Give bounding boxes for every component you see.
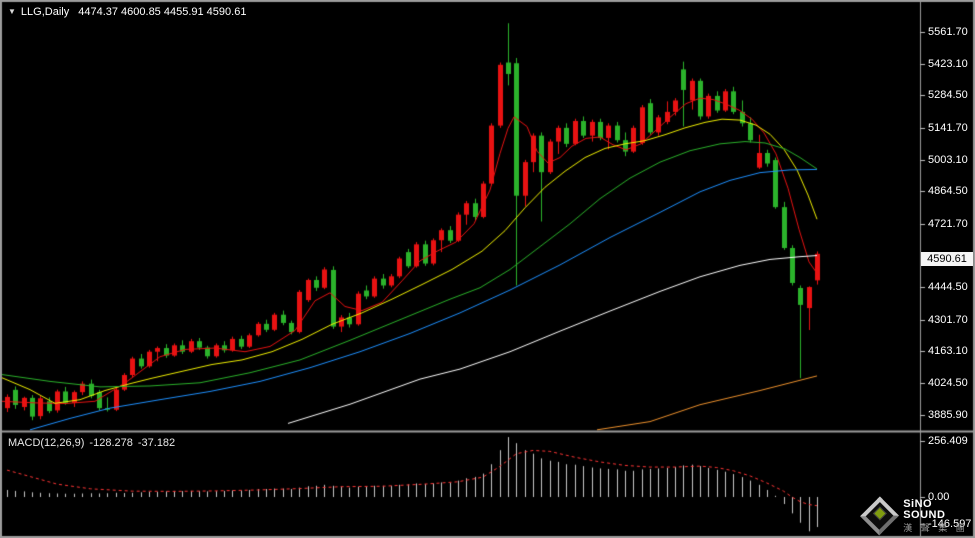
logo-diamond-icon	[860, 496, 900, 536]
logo-subtitle: 漢 聲 集 團	[903, 522, 968, 533]
macd-axis-label: 0.00	[928, 491, 950, 503]
sino-sound-logo: SiNO SOUND 漢 聲 集 團	[860, 496, 975, 536]
current-price-box: 4590.61	[921, 251, 973, 266]
price-axis-label: 5561.70	[928, 26, 968, 38]
macd-name: MACD(12,26,9)	[8, 437, 85, 449]
macd-signal-value: -37.182	[137, 437, 176, 449]
price-axis-label: 5003.10	[928, 153, 968, 166]
macd-axis-label: -146.597	[928, 518, 972, 530]
price-axis-label: 5141.70	[928, 121, 968, 134]
price-axis-label: 5423.10	[928, 57, 968, 70]
symbol-timeframe-label: LLG,Daily	[20, 6, 70, 18]
price-axis-label: 3885.90	[928, 408, 968, 421]
chevron-down-icon: ▼	[8, 7, 16, 16]
price-axis-label: 4721.70	[928, 217, 968, 230]
price-axis-label: 4163.10	[928, 345, 968, 358]
macd-indicator-label: MACD(12,26,9) -128.278 -37.182	[8, 437, 180, 449]
price-axis-label: 4024.50	[928, 377, 968, 390]
price-axis-label: 4864.50	[928, 185, 968, 198]
price-axis-label: 4444.50	[928, 281, 968, 294]
macd-value: -128.278	[89, 437, 133, 449]
price-axis-label: 4301.70	[928, 313, 968, 326]
price-axis-label: 5284.50	[928, 89, 968, 102]
macd-axis-label: 256.409	[928, 435, 968, 447]
ohlc-values: 4474.37 4600.85 4455.91 4590.61	[78, 6, 247, 18]
logo-title: SiNO SOUND	[903, 497, 946, 521]
title-bar: ▼ LLG,Daily 4474.37 4600.85 4455.91 4590.6…	[8, 6, 246, 18]
